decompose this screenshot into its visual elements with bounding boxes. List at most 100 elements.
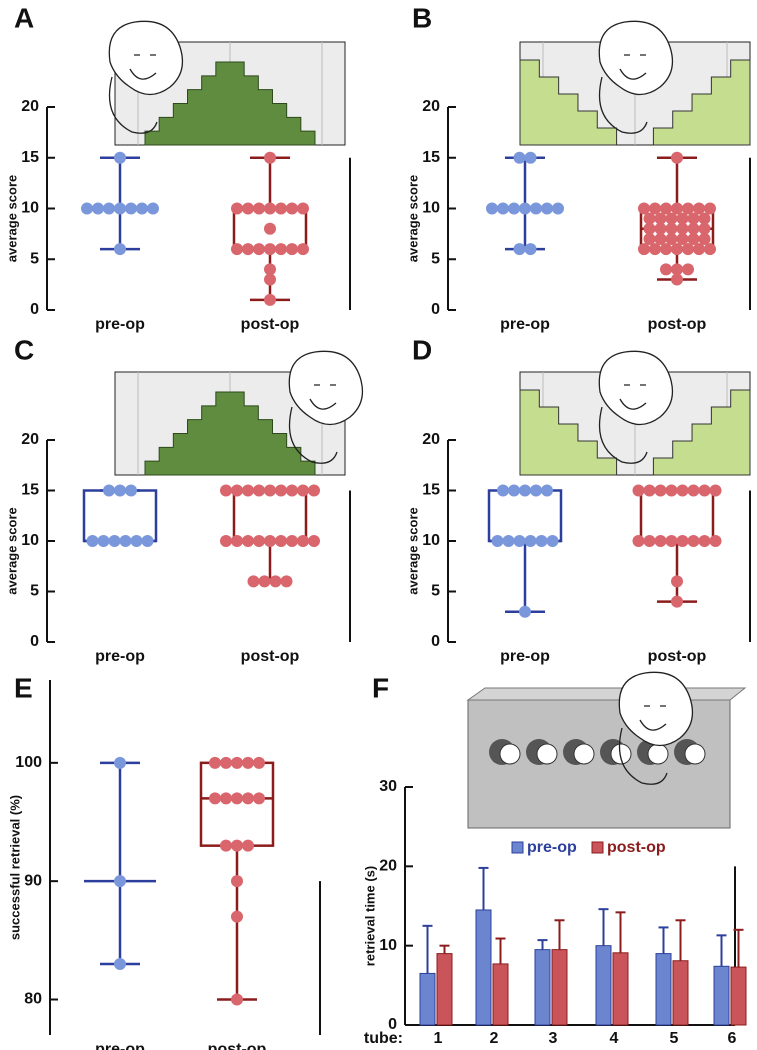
box (232, 489, 308, 543)
data-point (264, 243, 276, 256)
y-tick-label: 15 (422, 482, 440, 499)
data-point (275, 243, 287, 256)
bar (551, 949, 568, 1026)
data-point (114, 484, 126, 497)
data-point (209, 756, 221, 769)
data-point (541, 202, 553, 215)
data-point (253, 756, 265, 769)
data-point (220, 756, 232, 769)
monkey-arm (288, 406, 338, 464)
staircase (519, 389, 618, 476)
x-tick-label: 3 (549, 1030, 558, 1047)
panel-letter: D (412, 334, 432, 365)
data-point (275, 484, 287, 497)
bar (492, 963, 509, 1026)
data-point (671, 575, 683, 588)
y-tick-label: 10 (422, 200, 440, 217)
data-point (114, 243, 126, 256)
data-point (508, 202, 520, 215)
data-point (231, 756, 243, 769)
data-point (231, 243, 243, 256)
data-point (264, 263, 276, 276)
apparatus-top (466, 687, 747, 701)
data-point (264, 222, 276, 235)
bar (595, 945, 612, 1026)
data-point (508, 484, 520, 497)
data-point (682, 202, 694, 215)
data-point (660, 243, 672, 256)
panel-letter: F (372, 672, 389, 703)
x-tick-label: 4 (610, 1030, 619, 1047)
data-point (676, 484, 689, 497)
data-point (231, 839, 243, 852)
data-point (242, 535, 254, 547)
data-point (665, 232, 678, 245)
y-tick-label: 0 (431, 301, 440, 318)
data-point (665, 212, 678, 225)
bar (475, 909, 492, 1026)
data-point (698, 535, 711, 547)
bar (612, 952, 629, 1026)
data-point (671, 151, 683, 164)
data-point (676, 535, 689, 547)
data-point (81, 202, 93, 215)
data-point (125, 202, 137, 215)
data-point (242, 792, 254, 805)
data-point (486, 202, 498, 215)
data-point (638, 202, 650, 215)
y-axis-label: average score (405, 507, 420, 594)
data-point (231, 875, 243, 888)
data-point (114, 151, 126, 164)
x-tick-label: pre-op (95, 316, 145, 333)
panel-letter: B (412, 2, 432, 33)
data-point (258, 575, 271, 588)
x-tick-label: 6 (728, 1030, 737, 1047)
data-point (286, 243, 298, 256)
data-point (698, 232, 711, 245)
data-point (676, 212, 689, 225)
y-tick-label: 15 (21, 482, 39, 499)
data-point (130, 535, 143, 547)
x-tick-label: pre-op (500, 648, 550, 665)
staircase (144, 391, 316, 476)
box (639, 489, 715, 543)
box (82, 489, 158, 543)
data-point (693, 243, 705, 256)
data-point (119, 535, 132, 547)
data-point (264, 293, 276, 306)
y-tick-label: 100 (15, 754, 42, 771)
data-point (513, 243, 526, 256)
data-point (264, 273, 276, 286)
data-point (231, 535, 243, 547)
monkey-arm (618, 727, 668, 785)
data-point (519, 605, 531, 618)
y-tick-label: 20 (21, 98, 39, 115)
data-point (247, 575, 260, 588)
y-tick-label: 10 (21, 532, 39, 549)
panel-letter: C (14, 334, 34, 365)
data-point (632, 484, 645, 497)
apparatus-hole (610, 743, 632, 765)
y-tick-label: 5 (30, 583, 39, 600)
y-tick-label: 15 (21, 149, 39, 166)
data-point (682, 243, 694, 256)
panel-letter: A (14, 2, 34, 33)
data-point (541, 484, 553, 497)
data-point (220, 792, 232, 805)
monkey-face (619, 384, 647, 410)
data-point (671, 202, 683, 215)
data-point (698, 484, 711, 497)
data-point (643, 535, 656, 547)
data-point (231, 910, 243, 923)
data-point (253, 243, 265, 256)
data-point (552, 202, 564, 215)
data-point (643, 212, 656, 225)
data-point (654, 232, 667, 245)
y-tick-label: 15 (422, 149, 440, 166)
monkey-face (309, 384, 337, 410)
x-tick-label: post-op (648, 648, 707, 665)
data-point (220, 839, 232, 852)
x-tick-label: pre-op (95, 1041, 145, 1050)
bar (436, 953, 453, 1026)
